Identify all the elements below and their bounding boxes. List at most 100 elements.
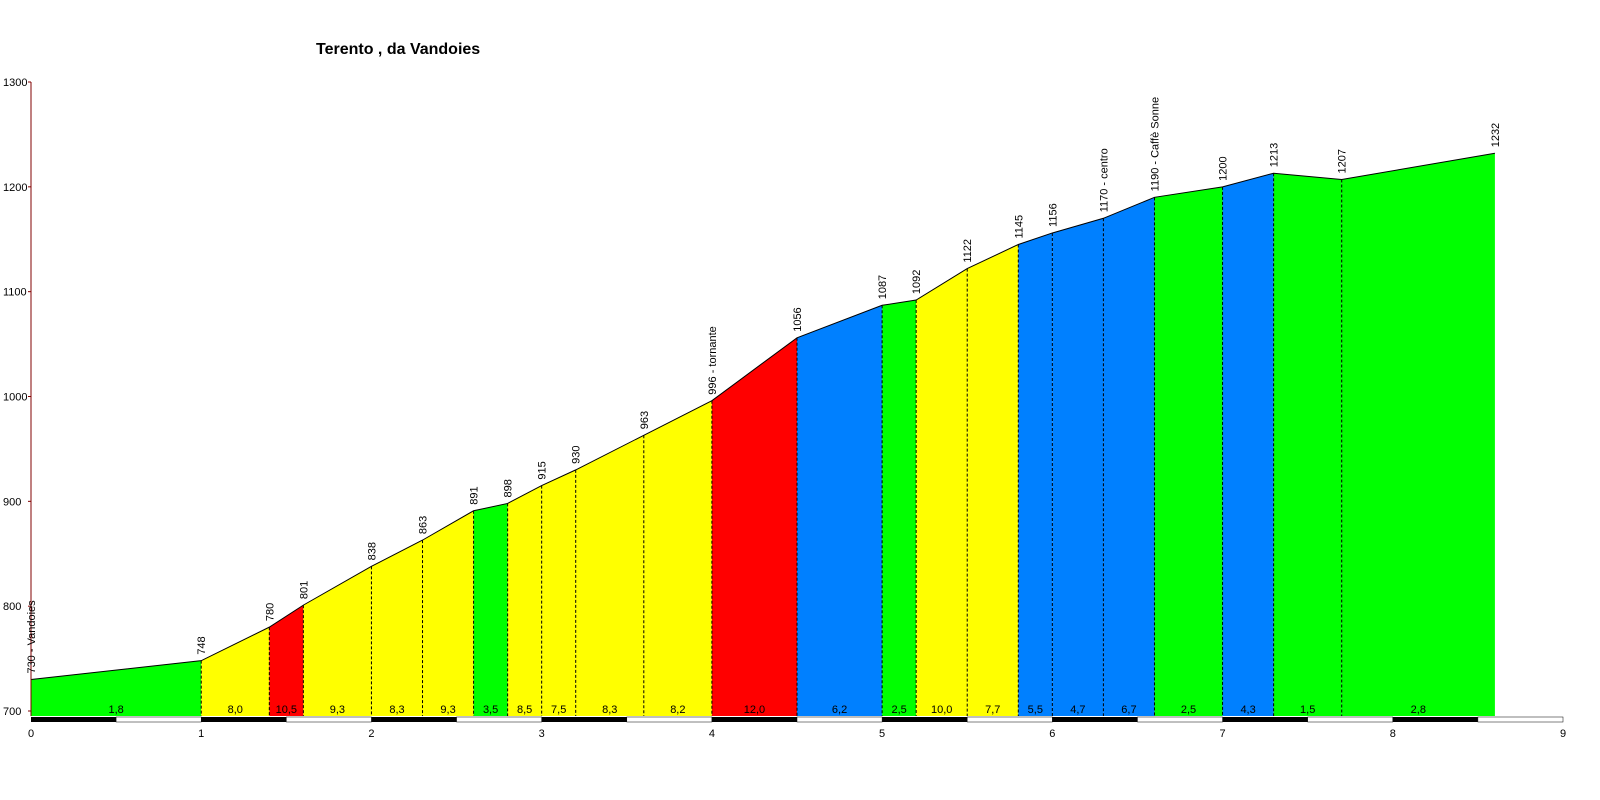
km-bar-white — [286, 716, 372, 723]
x-tick-label: 5 — [879, 728, 885, 740]
altitude-label: 1232 — [1490, 123, 1502, 147]
gradient-label: 8,3 — [389, 704, 404, 716]
segment-area — [882, 300, 917, 716]
gradient-label: 1,5 — [1300, 704, 1315, 716]
segment-area — [31, 660, 202, 716]
x-tick-label: 2 — [368, 728, 374, 740]
y-tick-label: 1000 — [3, 392, 27, 404]
gradient-label: 7,7 — [985, 704, 1000, 716]
segment-area — [1052, 218, 1104, 717]
altitude-label: 1145 — [1013, 215, 1025, 239]
segment-area — [1018, 232, 1053, 716]
altitude-label: 838 — [366, 542, 378, 560]
y-axis: 700 800 900 1000 1100 1200 1300 — [3, 77, 32, 718]
altitude-label: 930 — [571, 446, 583, 464]
x-tick-label: 4 — [709, 728, 715, 740]
y-tick-label: 900 — [3, 496, 21, 508]
km-bar-black — [882, 717, 968, 722]
km-bar-black — [1052, 717, 1138, 722]
altitude-labels: 730 - Vandoies 748 780 801 838 863 891 898 915 93… — [26, 97, 1502, 674]
gradient-label: 9,3 — [330, 704, 345, 716]
km-bar-white — [626, 716, 713, 723]
altitude-label: 1213 — [1269, 143, 1281, 167]
km-bar-white — [796, 716, 883, 723]
km-bar-black — [371, 717, 457, 722]
segment-area — [1222, 173, 1274, 716]
altitude-label: 1087 — [877, 275, 889, 299]
x-tick-label: 6 — [1049, 728, 1055, 740]
segment-area — [575, 435, 644, 716]
altitude-label: 915 — [537, 461, 549, 479]
gradient-label: 5,5 — [1028, 704, 1043, 716]
segment-area — [473, 503, 508, 716]
gradient-label: 8,0 — [228, 704, 243, 716]
km-bar-black — [541, 717, 627, 722]
km-bar-white — [1477, 716, 1564, 723]
segment-area — [541, 469, 576, 716]
segment-area — [967, 244, 1019, 716]
gradient-label: 6,7 — [1121, 704, 1136, 716]
altitude-label: 801 — [298, 581, 310, 599]
altitude-label: 1056 — [792, 307, 804, 331]
y-tick-label: 1300 — [3, 77, 27, 89]
altitude-label: 963 — [639, 411, 651, 429]
km-bar-white — [1307, 716, 1394, 723]
y-tick-label: 700 — [3, 706, 21, 718]
gradient-label: 2,8 — [1411, 704, 1426, 716]
km-bar-black — [1392, 717, 1478, 722]
gradient-label: 12,0 — [744, 704, 765, 716]
segment-area — [303, 566, 372, 716]
gradient-segments — [31, 153, 1495, 717]
segment-area — [1103, 197, 1155, 717]
altitude-label: 1122 — [962, 239, 974, 263]
gradient-label: 8,2 — [670, 704, 685, 716]
altitude-label: 1092 — [911, 270, 923, 294]
altitude-label: 780 — [264, 603, 276, 621]
segment-area — [201, 627, 270, 716]
segment-area — [1154, 186, 1223, 717]
gradient-label: 4,3 — [1240, 704, 1255, 716]
x-tick-label: 1 — [198, 728, 204, 740]
profile-outline — [30, 152, 1495, 681]
segment-area — [371, 540, 423, 716]
x-tick-label: 9 — [1560, 728, 1566, 740]
altitude-label: 1156 — [1047, 203, 1059, 227]
altitude-label: 748 — [196, 636, 208, 654]
segment-dividers — [200, 173, 1343, 716]
segment-area — [269, 605, 304, 716]
gradient-labels: 1,8 8,0 10,5 9,3 8,3 9,3 3,5 8,5 7,5 8,3 8,2 12,0 6,… — [108, 704, 1425, 716]
km-bar-white — [456, 716, 542, 723]
altitude-label: 1170 - centro — [1098, 148, 1110, 212]
km-bar-white — [1137, 716, 1223, 723]
km-bar-black — [201, 717, 287, 722]
x-tick-label: 0 — [28, 728, 34, 740]
gradient-label: 10,5 — [276, 704, 297, 716]
segment-area — [797, 305, 883, 716]
segment-area — [711, 337, 797, 716]
segment-area — [507, 485, 542, 716]
gradient-label: 4,7 — [1070, 704, 1085, 716]
gradient-label: 1,8 — [108, 704, 123, 716]
km-bar-white — [115, 716, 202, 723]
km-bar-black — [711, 717, 797, 722]
x-tick-label: 7 — [1219, 728, 1225, 740]
gradient-label: 3,5 — [483, 704, 498, 716]
altitude-label: 1190 - Caffè Sonne — [1149, 97, 1161, 191]
km-bar-white — [966, 716, 1053, 723]
x-tick-label: 8 — [1390, 728, 1396, 740]
altitude-label: 891 — [469, 486, 481, 504]
altitude-label: 996 - tornante — [707, 326, 719, 395]
gradient-label: 8,5 — [517, 704, 532, 716]
profile-line — [30, 152, 1495, 681]
gradient-label: 7,5 — [551, 704, 566, 716]
segment-area — [643, 400, 712, 716]
altitude-label: 1200 — [1218, 156, 1230, 180]
altitude-label: 1207 — [1337, 149, 1349, 173]
altitude-label: 898 — [503, 479, 515, 497]
gradient-label: 8,3 — [602, 704, 617, 716]
y-tick-label: 1200 — [3, 182, 27, 194]
gradient-label: 10,0 — [931, 704, 952, 716]
y-tick-label: 800 — [3, 601, 21, 613]
gradient-label: 9,3 — [440, 704, 455, 716]
